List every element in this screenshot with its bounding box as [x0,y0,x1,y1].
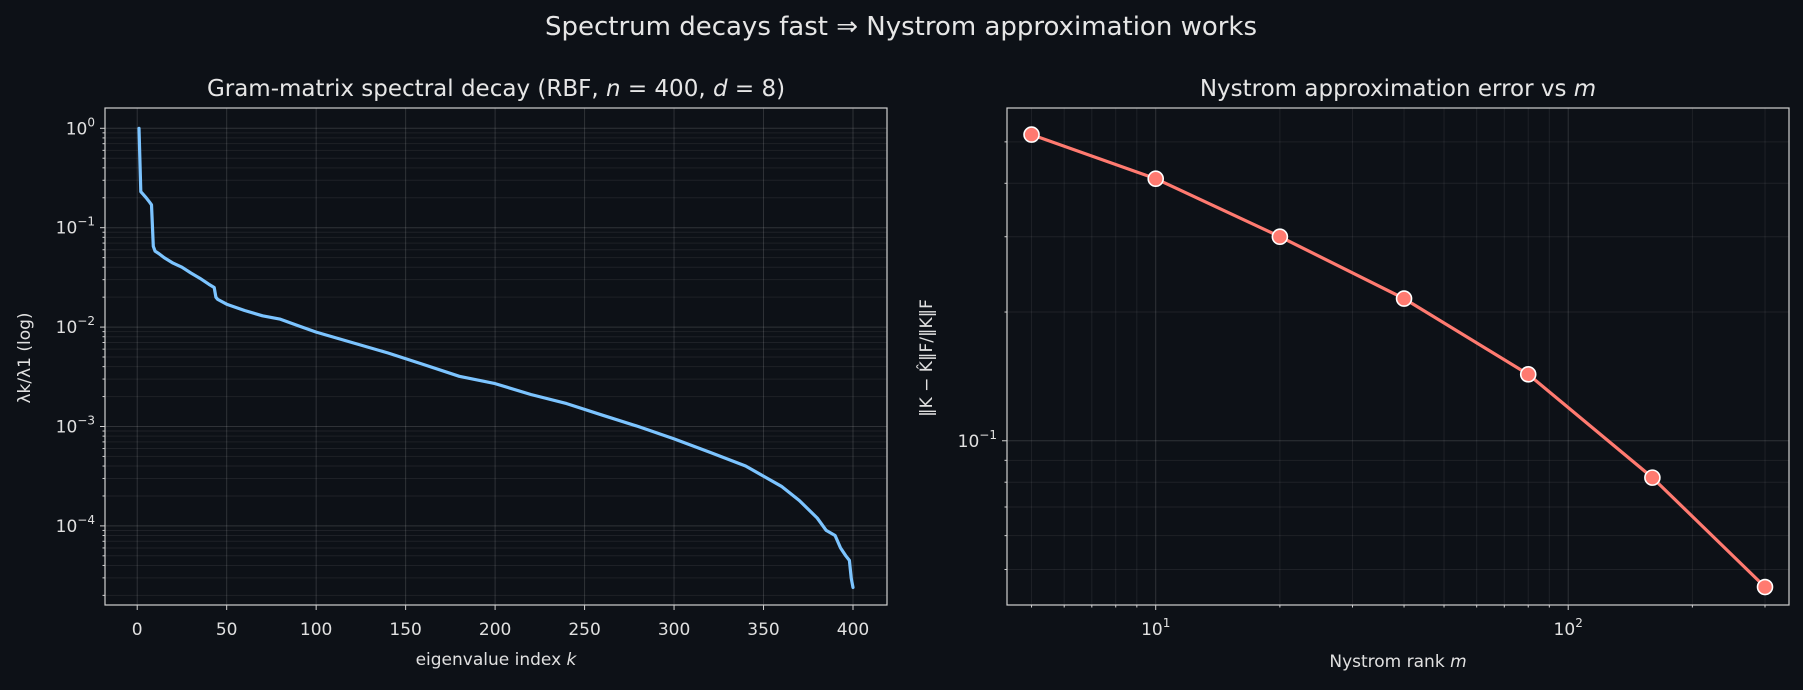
nystrom-error-plot-area [1007,108,1789,605]
spectral-decay-xtick-label: 100 [300,620,332,640]
spectral-decay-title: Gram-matrix spectral decay (RBF, n = 400… [207,76,785,102]
nystrom-error-xtick-label: 102 [1554,616,1583,640]
spectral-decay-xtick-label: 350 [747,620,779,640]
nystrom-error-xtick-label: 101 [1141,616,1170,640]
spectral-decay-xlabel: eigenvalue index k [416,650,578,670]
spectral-decay-xtick-label: 250 [568,620,600,640]
spectral-decay-xtick-label: 50 [216,620,238,640]
nystrom-error-ylabel: ‖K − K̂‖F/‖K‖F [916,299,937,417]
spectral-decay-xtick-label: 150 [389,620,421,640]
spectral-decay-ytick-label: 10−2 [56,314,95,338]
spectral-decay-xtick-label: 200 [479,620,511,640]
nystrom-error-xlabel: Nystrom rank m [1329,652,1466,672]
nystrom-error-title: Nystrom approximation error vs m [1200,76,1596,102]
spectral-decay-plot-area [105,108,887,605]
nystrom-error-frame [1006,107,1790,606]
nystrom-error-data-point [1644,469,1661,486]
nystrom-error-data-point [1147,170,1165,188]
spectral-decay-ticks: 0 50 100 150 200 250 300 350 400 100 10−1 10−2 10−3 1… [56,115,870,640]
figure-suptitle: Spectrum decays fast ⇒ Nystrom approxima… [545,12,1257,42]
spectral-decay-ytick-label: 10−1 [56,215,95,239]
spectral-decay-series-line [137,126,855,590]
spectral-decay-xtick-label: 300 [658,620,690,640]
nystrom-error-panel: 101 102 10−1 Nystrom approximation error v… [916,76,1790,672]
spectral-decay-ylabel: λk/λ1 (log) [15,312,35,403]
spectral-decay-panel: 0 50 100 150 200 250 300 350 400 100 10−1 10−2 10−3 1… [15,76,888,670]
nystrom-error-data-point [1271,228,1289,246]
spectral-decay-ytick-label: 10−4 [56,513,95,537]
nystrom-error-grid [1007,108,1789,605]
spectral-decay-ytick-label: 100 [66,115,95,139]
nystrom-error-data-point [1395,290,1413,307]
spectral-decay-grid [105,108,887,605]
nystrom-error-data-point [1023,126,1040,143]
nystrom-error-data-point [1519,366,1537,383]
nystrom-error-data-point [1756,578,1774,596]
spectral-decay-xtick-label: 0 [132,620,143,640]
nystrom-error-ytick-label: 10−1 [958,428,997,452]
spectral-decay-ytick-label: 10−3 [56,413,95,437]
nystrom-error-ticks: 101 102 10−1 [958,141,1766,640]
nystrom-error-series [1023,126,1774,596]
spectral-decay-series [137,126,855,590]
spectral-decay-xtick-label: 400 [837,620,869,640]
spectral-decay-frame [104,107,888,606]
